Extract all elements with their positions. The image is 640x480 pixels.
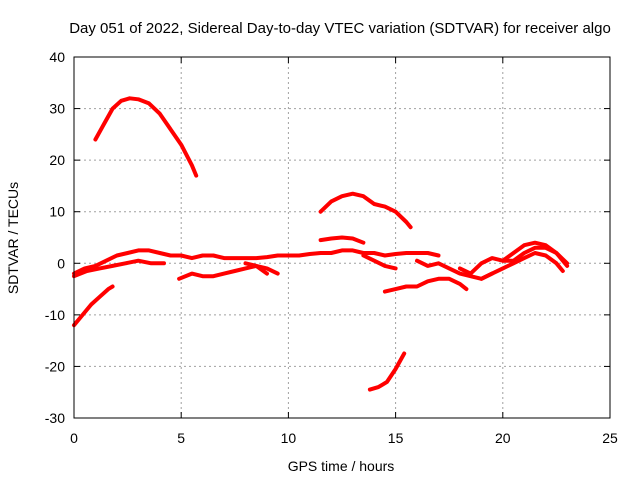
series-arc-11 — [382, 276, 469, 294]
y-tick-label: -30 — [45, 410, 65, 426]
y-tick-label: 40 — [49, 49, 65, 65]
series-arc-7 — [318, 191, 413, 230]
axis-ticks: 0 5 10 15 20 25 -30 -20 -10 0 10 20 30 40 — [45, 49, 618, 446]
x-axis-label: GPS time / hours — [288, 458, 395, 474]
series-arc-15 — [500, 240, 570, 268]
y-tick-label: -10 — [45, 307, 65, 323]
y-tick-label: 10 — [49, 204, 65, 220]
series-arc-4 — [72, 258, 166, 279]
series-arc-9 — [361, 253, 398, 271]
plot-frame — [73, 56, 611, 419]
y-tick-label: 30 — [49, 101, 65, 117]
series-arc-2 — [72, 284, 115, 328]
x-tick-label: 0 — [70, 430, 78, 446]
series-arc-3 — [72, 248, 441, 276]
y-tick-label: 20 — [49, 152, 65, 168]
chart-title: Day 051 of 2022, Sidereal Day-to-day VTE… — [69, 20, 611, 37]
x-tick-label: 10 — [281, 430, 297, 446]
series-arc-10 — [367, 351, 407, 392]
series-group — [72, 96, 570, 392]
y-tick-label: 0 — [57, 255, 65, 271]
x-tick-label: 25 — [602, 430, 618, 446]
series-arc-5 — [177, 263, 269, 281]
grid-lines — [74, 57, 610, 418]
series-arc-6 — [243, 261, 280, 276]
x-tick-label: 20 — [495, 430, 511, 446]
x-tick-label: 15 — [388, 430, 404, 446]
series-arc-1 — [93, 96, 199, 178]
y-tick-label: -20 — [45, 358, 65, 374]
series-arc-14 — [479, 251, 565, 281]
y-axis-label: SDTVAR / TECUs — [5, 182, 21, 294]
series-arc-8 — [318, 235, 366, 245]
x-tick-label: 5 — [177, 430, 185, 446]
